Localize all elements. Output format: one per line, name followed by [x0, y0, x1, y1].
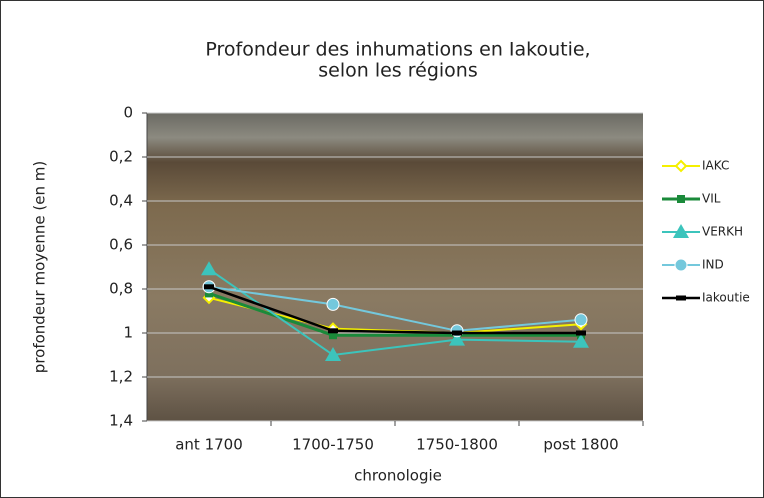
y-tick-label: 0,6	[109, 236, 133, 254]
marker	[452, 331, 462, 336]
marker	[204, 284, 214, 289]
marker	[327, 298, 339, 310]
x-tick-label: ant 1700	[175, 436, 243, 454]
legend-label: IAKC	[702, 159, 729, 173]
y-tick-label: 1	[123, 324, 133, 342]
x-tick-label: 1750-1800	[416, 436, 498, 454]
legend-label: IND	[702, 258, 724, 272]
y-tick-label: 1,4	[109, 412, 133, 430]
chart: Profondeur des inhumations en Iakoutie, …	[0, 0, 764, 498]
x-tick-label: 1700-1750	[292, 436, 374, 454]
y-tick-label: 0	[123, 104, 133, 122]
y-tick-label: 0,4	[109, 192, 133, 210]
marker	[677, 195, 685, 203]
y-tick-label: 1,2	[109, 368, 133, 386]
marker	[676, 296, 686, 301]
chart-title: Profondeur des inhumations en Iakoutie,	[205, 39, 590, 61]
marker	[575, 314, 587, 326]
y-tick-label: 0,8	[109, 280, 133, 298]
y-tick-label: 0,2	[109, 148, 133, 166]
plot-background	[147, 113, 643, 421]
legend-label: VERKH	[702, 225, 743, 239]
legend-label: Iakoutie	[702, 291, 750, 305]
chart-title: selon les régions	[318, 60, 477, 82]
x-tick-label: post 1800	[543, 436, 618, 454]
y-axis-title: profondeur moyenne (en m)	[31, 161, 49, 373]
legend-label: VIL	[702, 192, 721, 206]
marker	[675, 259, 687, 271]
marker	[328, 328, 338, 333]
marker	[576, 331, 586, 336]
x-axis-title: chronologie	[354, 467, 442, 485]
